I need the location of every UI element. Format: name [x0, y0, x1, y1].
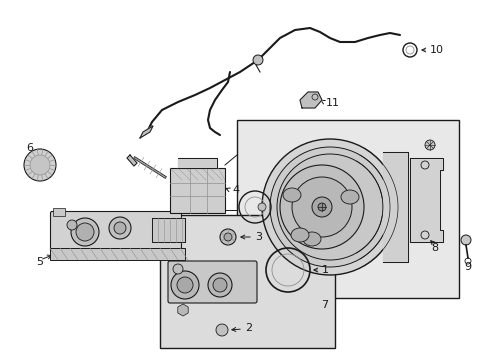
Circle shape: [276, 154, 382, 260]
Circle shape: [30, 155, 50, 175]
Circle shape: [252, 55, 263, 65]
Circle shape: [213, 278, 226, 292]
Circle shape: [114, 222, 126, 234]
Text: 2: 2: [244, 323, 252, 333]
Circle shape: [109, 217, 131, 239]
Text: 5: 5: [37, 257, 43, 267]
Circle shape: [460, 235, 470, 245]
Circle shape: [24, 149, 56, 181]
Circle shape: [317, 203, 325, 211]
Text: 11: 11: [325, 98, 339, 108]
Polygon shape: [299, 92, 321, 108]
Circle shape: [291, 177, 351, 237]
Circle shape: [71, 218, 99, 246]
Bar: [50, 248, 184, 260]
Text: 1: 1: [321, 265, 328, 275]
Text: 8: 8: [430, 243, 438, 253]
Bar: [160, 215, 334, 348]
Text: 6: 6: [26, 143, 34, 153]
Circle shape: [67, 220, 77, 230]
Bar: [170, 168, 224, 213]
Circle shape: [220, 229, 236, 245]
FancyBboxPatch shape: [168, 261, 257, 303]
Polygon shape: [140, 126, 153, 138]
Polygon shape: [382, 152, 407, 262]
Circle shape: [76, 223, 94, 241]
Bar: [53, 208, 65, 216]
Text: 3: 3: [254, 232, 262, 242]
Circle shape: [269, 147, 389, 267]
Text: 9: 9: [464, 262, 470, 272]
Circle shape: [424, 140, 434, 150]
Ellipse shape: [283, 188, 301, 202]
Circle shape: [177, 277, 193, 293]
Polygon shape: [127, 155, 137, 166]
Text: 7: 7: [321, 300, 328, 310]
Circle shape: [262, 139, 397, 275]
Circle shape: [173, 264, 183, 274]
Circle shape: [207, 273, 231, 297]
Circle shape: [280, 165, 363, 249]
Text: 10: 10: [429, 45, 443, 55]
Circle shape: [216, 324, 227, 336]
Ellipse shape: [340, 190, 358, 204]
FancyBboxPatch shape: [50, 211, 181, 252]
Circle shape: [258, 203, 265, 211]
Circle shape: [171, 271, 199, 299]
Text: 4: 4: [231, 185, 239, 195]
Ellipse shape: [290, 228, 308, 242]
Polygon shape: [152, 218, 184, 242]
Ellipse shape: [303, 232, 320, 246]
Circle shape: [311, 197, 331, 217]
Polygon shape: [409, 158, 442, 242]
Bar: [237, 120, 458, 298]
Circle shape: [224, 233, 231, 241]
Polygon shape: [178, 158, 217, 168]
